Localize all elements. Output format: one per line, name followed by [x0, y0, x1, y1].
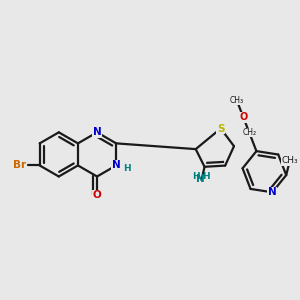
Text: H: H	[192, 172, 200, 181]
Text: N: N	[112, 160, 121, 170]
Text: N: N	[93, 127, 101, 137]
Text: CH₃: CH₃	[281, 157, 298, 166]
Text: O: O	[239, 112, 248, 122]
Text: CH₃: CH₃	[230, 96, 244, 105]
Text: CH₂: CH₂	[242, 128, 256, 137]
Text: N: N	[268, 187, 277, 197]
Text: Br: Br	[13, 160, 26, 170]
Text: O: O	[93, 190, 101, 200]
Text: N: N	[196, 174, 205, 184]
Text: H: H	[124, 164, 131, 173]
Text: S: S	[217, 124, 224, 134]
Text: H: H	[202, 172, 210, 181]
